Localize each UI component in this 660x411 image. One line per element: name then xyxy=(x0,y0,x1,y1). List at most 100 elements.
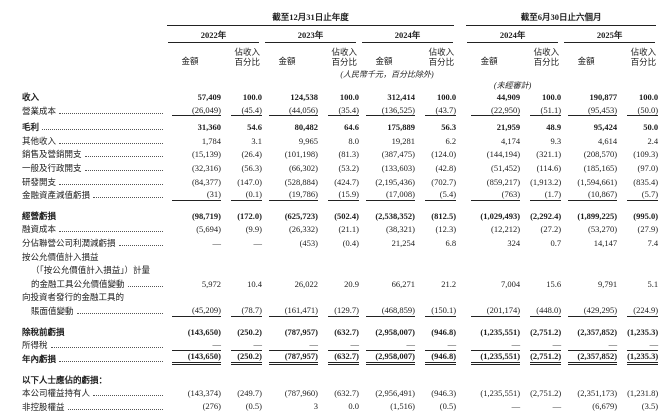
amount-cell xyxy=(262,366,318,387)
amount-cell: (32,316) xyxy=(165,161,221,175)
pct-cell: (502.4) xyxy=(318,202,359,223)
cell-value: (27.2) xyxy=(540,224,562,235)
amount-cell xyxy=(464,250,520,264)
pct-cell: (946.3) xyxy=(415,386,456,400)
cell-value: (502.4) xyxy=(334,210,359,221)
amount-cell: (2,538,352) xyxy=(359,202,415,223)
amount-cell: 312,414 xyxy=(359,90,415,104)
pct-cell: (0.5) xyxy=(221,400,262,411)
year-header-2024: 2024年 xyxy=(359,26,456,43)
amount-cell xyxy=(262,263,318,277)
cell-value: (2,292.4) xyxy=(530,210,562,221)
cell-value: (12,212) xyxy=(491,224,521,235)
cell-value: — xyxy=(172,339,221,351)
cell-value: 100.0 xyxy=(436,92,457,103)
pct-cell: (1,235.3) xyxy=(617,351,658,366)
cell-value: 4,174 xyxy=(500,135,521,146)
amount-cell: (2,958,007) xyxy=(359,351,415,366)
group-gap xyxy=(456,263,464,277)
pct-cell xyxy=(617,291,658,305)
cell-value: 26,022 xyxy=(294,278,318,289)
cell-value: (2,956,491) xyxy=(375,388,415,399)
group-gap xyxy=(456,277,464,291)
amount-cell: (143,374) xyxy=(165,386,221,400)
amount-cell: (19,786) xyxy=(262,188,318,202)
cell-value: 48.9 xyxy=(546,122,562,133)
cell-value: (2,751.2) xyxy=(530,388,562,399)
table-row: 經營虧損 (98,719) (172.0) (625,723) (502.4) (2,53… xyxy=(22,202,658,223)
dot-leader xyxy=(118,245,163,247)
cell-value: (129.7) xyxy=(328,305,359,317)
cell-value: (632.7) xyxy=(328,351,359,365)
row-label-text: 所得稅 xyxy=(22,340,48,351)
pct-cell: (56.3) xyxy=(221,161,262,175)
pct-cell: (150.1) xyxy=(415,304,457,318)
cell-value: (763) xyxy=(471,189,521,202)
cell-value: (185,165) xyxy=(583,163,618,174)
pct-cell xyxy=(318,366,359,387)
cell-value: 6.2 xyxy=(445,135,457,146)
cell-value: (22,950) xyxy=(471,105,521,117)
table-row: 毛利 31,360 54.6 80,482 64.6 175,889 56.3 21,959 4… xyxy=(22,117,658,134)
pct-cell: (812.5) xyxy=(415,202,456,223)
cell-value: — xyxy=(212,238,222,249)
pct-cell xyxy=(415,250,456,264)
pct-cell: 21.2 xyxy=(415,277,456,291)
group-gap xyxy=(456,318,464,339)
cell-value: (84,377) xyxy=(191,176,221,187)
pct-cell: (129.7) xyxy=(318,304,359,318)
cell-value: — xyxy=(471,339,521,351)
amount-cell: (276) xyxy=(165,400,221,411)
amount-cell: (185,165) xyxy=(561,161,617,175)
pct-cell: 54.6 xyxy=(221,117,262,134)
amount-cell: (763) xyxy=(464,188,521,202)
table-row: 賬面值變動 (45,209) (78.7) (161,471) (129.7) (468,… xyxy=(22,304,659,318)
amount-cell xyxy=(464,263,520,277)
row-label: 一般及行政開支 xyxy=(22,161,165,175)
amount-cell: (859,217) xyxy=(464,175,520,189)
pct-cell xyxy=(617,366,658,387)
cell-value: (424.7) xyxy=(334,176,359,187)
amount-cell: (1,029,493) xyxy=(464,202,520,223)
amount-header: 金額 xyxy=(181,56,199,67)
dot-leader xyxy=(50,347,163,349)
cell-value: 100.0 xyxy=(541,92,562,103)
cell-value: (946.8) xyxy=(425,351,457,365)
amount-cell: (2,958,007) xyxy=(359,318,415,339)
group-gap xyxy=(456,338,464,352)
row-label: 非控股權益 xyxy=(22,400,165,411)
row-label: 金融資產減值虧損 xyxy=(22,188,165,202)
cell-value: (2,351,173) xyxy=(577,388,618,399)
amount-cell xyxy=(359,250,415,264)
amount-cell: (1,594,661) xyxy=(561,175,617,189)
pct-cell: 100.0 xyxy=(318,90,359,104)
amount-cell: (2,357,852) xyxy=(561,318,617,339)
pct-cell: — xyxy=(520,338,562,352)
cell-value: 100.0 xyxy=(339,92,359,103)
row-label-text: 分佔聯營公司利潤減虧損 xyxy=(22,238,116,249)
table-row: 以下人士應佔的虧損： xyxy=(22,366,658,387)
cell-value: (250.2) xyxy=(231,351,262,365)
column-header-row: 金額 佔收入 百分比 金額 佔收入 百分比 金額 佔收入 百分比 金額 佔收入 百分比 … xyxy=(22,43,658,68)
dot-leader xyxy=(42,129,163,131)
group-gap xyxy=(456,90,464,104)
cell-value: (97.0) xyxy=(637,163,659,174)
cell-value: (995.0) xyxy=(633,210,659,221)
pct-cell: (42.8) xyxy=(415,161,457,175)
cell-value: (143,650) xyxy=(172,351,221,365)
cell-value: (625,723) xyxy=(284,210,318,221)
cell-value: (144,194) xyxy=(486,149,521,160)
cell-value: (78.7) xyxy=(231,305,262,317)
row-label-text: 年內虧損 xyxy=(22,353,57,364)
amount-cell xyxy=(262,250,318,264)
amount-cell: (15,139) xyxy=(165,148,221,162)
amount-cell: 19,281 xyxy=(359,134,415,148)
pct-cell xyxy=(318,263,359,277)
amount-cell: (787,960) xyxy=(262,386,318,400)
cell-value: 5,972 xyxy=(201,278,221,289)
cell-value: (1,235,551) xyxy=(471,351,521,365)
cell-value: — xyxy=(253,238,263,249)
amount-cell: (787,957) xyxy=(262,318,318,339)
pct-cell: 100.0 xyxy=(617,90,658,104)
group-gap xyxy=(456,202,464,223)
